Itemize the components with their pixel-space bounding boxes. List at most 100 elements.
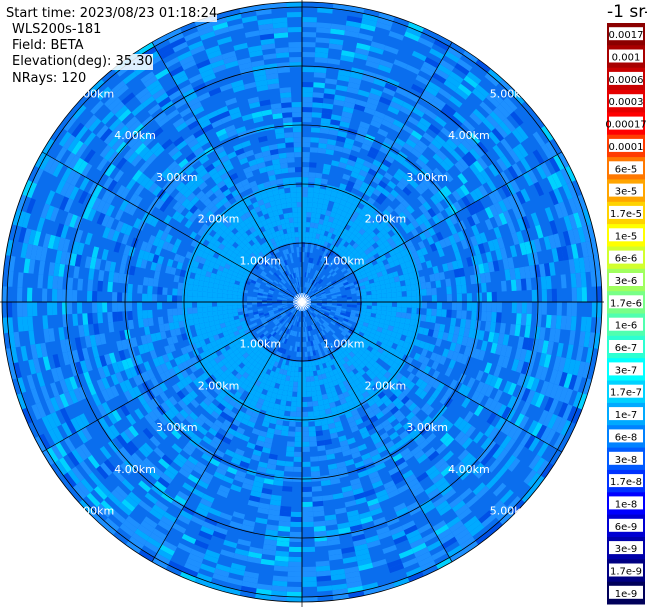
data-cell	[269, 354, 275, 360]
data-cell	[233, 349, 240, 356]
data-cell	[365, 227, 373, 235]
data-cell	[328, 359, 334, 366]
data-cell	[215, 324, 222, 330]
data-cell	[346, 322, 353, 327]
data-cell	[302, 196, 308, 203]
data-cell	[377, 336, 385, 343]
data-cell	[346, 296, 352, 300]
data-cell	[205, 271, 212, 278]
data-cell	[386, 297, 393, 302]
data-cell	[216, 302, 223, 307]
data-cell	[356, 254, 363, 261]
data-cell	[321, 393, 328, 400]
data-cell	[334, 285, 340, 290]
data-cell	[283, 293, 289, 297]
data-cell	[360, 311, 367, 316]
data-cell	[259, 393, 267, 400]
data-cell	[277, 388, 284, 395]
data-cell	[291, 273, 295, 279]
data-cell	[269, 287, 275, 292]
data-cell	[271, 376, 278, 383]
data-cell	[305, 287, 308, 293]
colorbar-tick-label: 0.001	[612, 53, 641, 64]
data-cell	[288, 295, 293, 299]
data-cell	[262, 230, 268, 237]
data-cell	[367, 336, 374, 342]
data-cell	[332, 218, 339, 225]
data-cell	[249, 337, 256, 343]
data-cell	[348, 261, 355, 267]
data-cell	[261, 360, 267, 367]
data-cell	[227, 294, 233, 299]
data-cell	[291, 396, 297, 402]
data-cell	[251, 258, 258, 265]
data-cell	[332, 333, 338, 340]
data-cell	[376, 231, 384, 240]
data-cell	[337, 243, 344, 250]
data-cell	[257, 352, 264, 359]
data-cell	[388, 277, 395, 284]
data-cell	[378, 275, 385, 282]
data-cell	[371, 298, 378, 302]
data-cell	[269, 312, 275, 317]
data-cell	[235, 333, 242, 340]
data-cell	[236, 325, 243, 331]
data-cell	[302, 306, 304, 312]
data-cell	[286, 395, 293, 402]
data-cell	[342, 391, 350, 398]
data-cell	[212, 287, 218, 294]
data-cell	[388, 261, 396, 268]
data-cell	[246, 222, 253, 230]
data-cell	[326, 273, 332, 279]
data-cell	[365, 241, 372, 249]
data-cell	[376, 224, 384, 232]
data-cell	[327, 397, 335, 404]
data-cell	[227, 286, 234, 291]
data-cell	[356, 334, 363, 341]
data-cell	[263, 356, 270, 363]
data-cell	[274, 339, 280, 346]
data-cell	[287, 386, 294, 392]
data-cell	[239, 331, 246, 337]
data-cell	[302, 366, 306, 372]
data-cell	[277, 323, 282, 328]
data-cell	[317, 198, 324, 205]
data-cell	[283, 308, 289, 312]
data-cell	[332, 245, 338, 252]
data-cell	[305, 371, 310, 377]
data-cell	[313, 344, 318, 351]
data-cell	[282, 298, 288, 301]
data-cell	[376, 302, 383, 307]
data-cell	[316, 299, 322, 302]
data-cell	[310, 217, 316, 223]
data-cell	[309, 247, 314, 254]
data-cell	[336, 293, 342, 297]
data-cell	[381, 302, 388, 307]
data-cell	[311, 390, 317, 397]
data-cell	[263, 241, 270, 248]
data-cell	[322, 199, 330, 206]
data-cell	[232, 308, 238, 313]
data-cell	[305, 272, 309, 278]
data-cell	[273, 265, 279, 271]
data-cell	[345, 250, 352, 256]
data-cell	[316, 305, 322, 309]
data-cell	[264, 362, 271, 369]
data-cell	[359, 281, 365, 287]
data-cell	[311, 296, 317, 299]
data-cell	[282, 304, 288, 307]
data-cell	[337, 281, 344, 286]
data-cell	[333, 266, 340, 272]
data-cell	[364, 258, 372, 265]
data-cell	[350, 342, 357, 349]
data-cell	[403, 273, 410, 281]
data-cell	[318, 234, 324, 241]
data-cell	[336, 303, 342, 307]
data-cell	[260, 243, 267, 250]
data-cell	[332, 317, 338, 322]
data-cell	[336, 255, 343, 262]
data-cell	[339, 251, 346, 258]
data-cell	[271, 392, 278, 399]
data-cell	[302, 201, 308, 208]
data-cell	[371, 338, 378, 345]
